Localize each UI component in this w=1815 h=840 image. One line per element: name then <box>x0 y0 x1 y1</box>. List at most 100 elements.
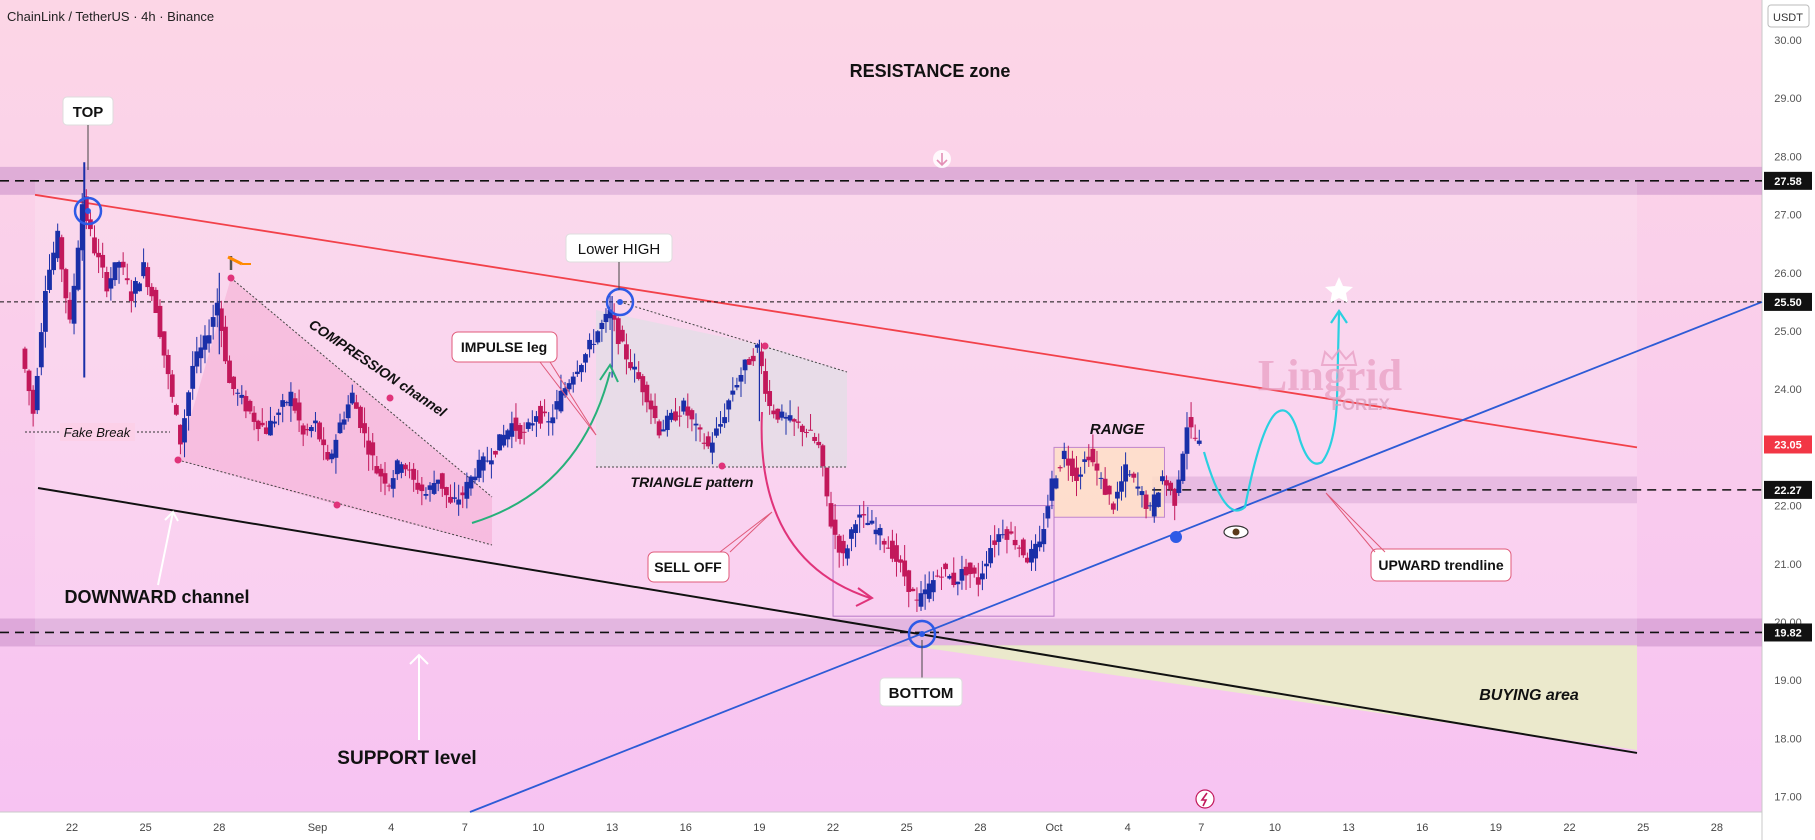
candle <box>149 283 155 302</box>
candle <box>673 397 678 422</box>
candle-body <box>1025 557 1030 563</box>
candle <box>615 316 621 355</box>
candle-body <box>1155 492 1161 507</box>
candle <box>378 463 384 492</box>
candle-body <box>173 405 179 415</box>
candle-body <box>439 473 445 489</box>
compression-upper-line <box>230 277 493 498</box>
candle-body <box>325 452 331 460</box>
candle <box>664 409 670 437</box>
candle-body <box>783 416 789 419</box>
candle <box>550 404 556 436</box>
candle-body <box>206 335 212 344</box>
candle-body <box>403 464 408 470</box>
candle <box>22 346 28 373</box>
scroll-down-icon[interactable] <box>933 150 951 168</box>
candle-body <box>296 402 302 421</box>
candle <box>133 277 138 308</box>
candle <box>816 433 822 449</box>
candle-body <box>611 315 617 320</box>
candle <box>431 470 437 495</box>
candle-body <box>746 359 752 365</box>
candle-body <box>820 445 826 467</box>
candle <box>587 333 592 358</box>
candle <box>263 421 269 435</box>
candle <box>1000 519 1006 539</box>
candle <box>484 446 490 463</box>
candle <box>239 385 245 405</box>
candle-body <box>742 359 748 371</box>
candle <box>1004 526 1010 554</box>
candle <box>583 352 588 373</box>
candle-body <box>615 318 621 345</box>
candle-body <box>754 344 760 348</box>
candle <box>632 353 638 383</box>
currency-button[interactable]: USDT <box>1767 4 1810 28</box>
candle <box>394 458 400 480</box>
candle <box>718 411 723 434</box>
candle <box>353 394 359 409</box>
candle <box>1102 467 1108 496</box>
price-axis-background <box>1762 0 1815 840</box>
candle-body <box>145 267 151 288</box>
candle-body <box>448 496 453 503</box>
candle <box>202 325 208 364</box>
candle-body <box>734 385 740 388</box>
candle-body <box>497 434 502 451</box>
candle <box>1086 444 1092 467</box>
svg-text:Lower HIGH: Lower HIGH <box>578 241 661 258</box>
candle <box>992 525 998 558</box>
level-badge-label: 22.27 <box>1774 485 1802 497</box>
candle <box>824 467 830 507</box>
candle-body <box>1135 486 1141 489</box>
candle-body <box>419 484 425 492</box>
candle-body <box>63 269 69 299</box>
candle <box>820 443 826 477</box>
time-tick-label: 22 <box>1563 822 1575 834</box>
candle <box>497 434 502 451</box>
candle-body <box>750 355 756 362</box>
candle-body <box>227 360 232 383</box>
candle-body <box>664 415 670 431</box>
candle-body <box>550 417 556 424</box>
candle <box>697 424 703 442</box>
candle-body <box>861 514 867 516</box>
candle <box>763 358 768 402</box>
svg-text:BOTTOM: BOTTOM <box>889 685 954 702</box>
candle <box>1143 490 1149 519</box>
candle-body <box>202 335 208 350</box>
candle-body <box>55 230 61 259</box>
lightning-icon[interactable] <box>1195 789 1215 809</box>
watermark-forex: FOREX <box>1331 395 1390 414</box>
candle <box>943 562 948 577</box>
candle-body <box>280 400 286 407</box>
candle-body <box>214 302 220 316</box>
candle-body <box>730 390 736 395</box>
candle-body <box>546 421 552 423</box>
candle <box>885 536 891 550</box>
candle-body <box>484 460 490 462</box>
candle-body <box>709 442 715 453</box>
candle-body <box>1196 440 1202 444</box>
candle <box>898 555 903 573</box>
candle <box>345 395 351 422</box>
candle-body <box>632 366 638 370</box>
candle <box>566 379 572 393</box>
candle <box>75 240 81 292</box>
candle-body <box>488 460 494 465</box>
candle-body <box>153 289 159 314</box>
candle <box>934 569 940 578</box>
candle <box>349 384 355 405</box>
candle <box>714 417 719 438</box>
candle <box>722 403 728 428</box>
candle-body <box>272 421 277 424</box>
candle-body <box>963 566 969 576</box>
candle-body <box>1106 485 1112 495</box>
candle-body <box>988 548 993 564</box>
candle <box>96 238 101 274</box>
candle <box>742 359 748 384</box>
candle-body <box>1065 458 1071 466</box>
candle-body <box>992 540 998 545</box>
candle-body <box>223 326 228 362</box>
